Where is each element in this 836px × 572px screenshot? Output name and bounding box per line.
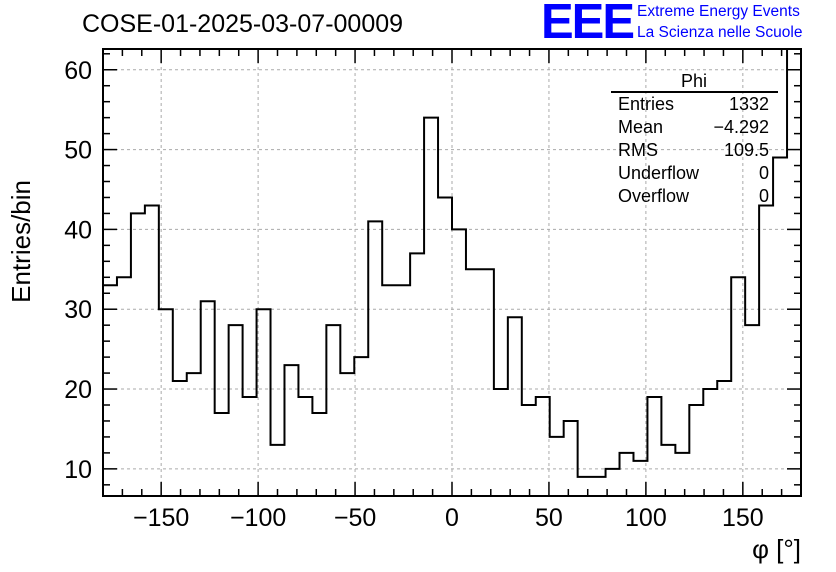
x-tick-label: −150 xyxy=(133,504,189,532)
histogram-bin xyxy=(592,477,606,496)
histogram-bin xyxy=(173,381,187,496)
logo-subtitle-1: Extreme Energy Events xyxy=(637,3,800,20)
histogram-bin xyxy=(229,325,243,496)
y-tick-label: 30 xyxy=(64,296,92,324)
histogram-bin xyxy=(117,277,131,496)
y-tick-label: 20 xyxy=(64,376,92,404)
histogram-bin xyxy=(187,373,201,496)
histogram-bin xyxy=(257,309,271,496)
y-tick-label: 10 xyxy=(64,456,92,484)
histogram-bin xyxy=(298,397,312,496)
histogram-bin xyxy=(578,477,592,496)
x-tick-label: 150 xyxy=(722,504,764,532)
logo-subtitle-2: La Scienza nelle Scuole xyxy=(637,24,803,41)
histogram-bin xyxy=(368,221,382,496)
histogram-bin xyxy=(410,253,424,496)
histogram-bin xyxy=(145,205,159,496)
histogram-bin xyxy=(731,277,745,496)
histogram-bin xyxy=(647,397,661,496)
histogram-bin xyxy=(564,421,578,496)
histogram-bin xyxy=(689,405,703,496)
histogram-bin xyxy=(773,158,787,496)
histogram-bin xyxy=(787,49,801,496)
stats-title: Phi xyxy=(681,71,707,91)
histogram-bin xyxy=(326,325,340,496)
eee-logo: EEE xyxy=(541,0,635,49)
y-axis-label: Entries/bin xyxy=(6,180,36,303)
histogram-bin xyxy=(452,229,466,496)
histogram-outline xyxy=(103,49,789,478)
histogram-bin xyxy=(131,213,145,496)
histogram-bin xyxy=(103,285,117,496)
histogram-bin xyxy=(745,325,759,496)
histogram-bin xyxy=(159,309,173,496)
histogram-bin xyxy=(382,285,396,496)
x-tick-label: 50 xyxy=(535,504,563,532)
x-tick-label: 100 xyxy=(625,504,667,532)
x-tick-label: −50 xyxy=(334,504,376,532)
plot-title: COSE-01-2025-03-07-00009 xyxy=(82,10,404,38)
stats-row-value: −4.292 xyxy=(713,117,769,137)
histogram-bin xyxy=(201,301,215,496)
histogram-bin xyxy=(215,413,229,496)
stats-row-value: 109.5 xyxy=(724,140,769,160)
histogram-bin xyxy=(494,389,508,496)
histogram-bin xyxy=(312,413,326,496)
x-tick-label: −100 xyxy=(230,504,286,532)
histogram-bin xyxy=(703,389,717,496)
x-axis-label: φ [°] xyxy=(752,534,801,564)
stats-row-label: RMS xyxy=(618,140,658,160)
histogram-bin xyxy=(675,453,689,496)
stats-row-label: Overflow xyxy=(618,186,690,206)
histogram-bin xyxy=(284,365,298,496)
stats-row-value: 0 xyxy=(759,186,769,206)
histogram-bin xyxy=(271,445,285,496)
histogram-bin xyxy=(354,357,368,496)
histogram-bin xyxy=(759,205,773,496)
histogram-bin xyxy=(396,285,410,496)
histogram-bin xyxy=(424,118,438,496)
y-tick-label: 60 xyxy=(64,57,92,85)
histogram-bin xyxy=(480,269,494,496)
stats-row-value: 1332 xyxy=(729,94,769,114)
histogram-bin xyxy=(522,405,536,496)
y-tick-label: 40 xyxy=(64,216,92,244)
histogram-bin xyxy=(243,397,257,496)
histogram-bin xyxy=(717,381,731,496)
x-tick-label: 0 xyxy=(445,504,459,532)
histogram-bin xyxy=(508,317,522,496)
stats-row-label: Mean xyxy=(618,117,663,137)
stats-row-value: 0 xyxy=(759,163,769,183)
histogram-bin xyxy=(340,373,354,496)
histogram-bin xyxy=(661,445,675,496)
histogram-bin xyxy=(550,437,564,496)
histogram-bin xyxy=(536,397,550,496)
histogram-bin xyxy=(466,269,480,496)
stats-row-label: Entries xyxy=(618,94,674,114)
y-tick-label: 50 xyxy=(64,137,92,165)
histogram-bin xyxy=(438,197,452,496)
stats-row-label: Underflow xyxy=(618,163,700,183)
